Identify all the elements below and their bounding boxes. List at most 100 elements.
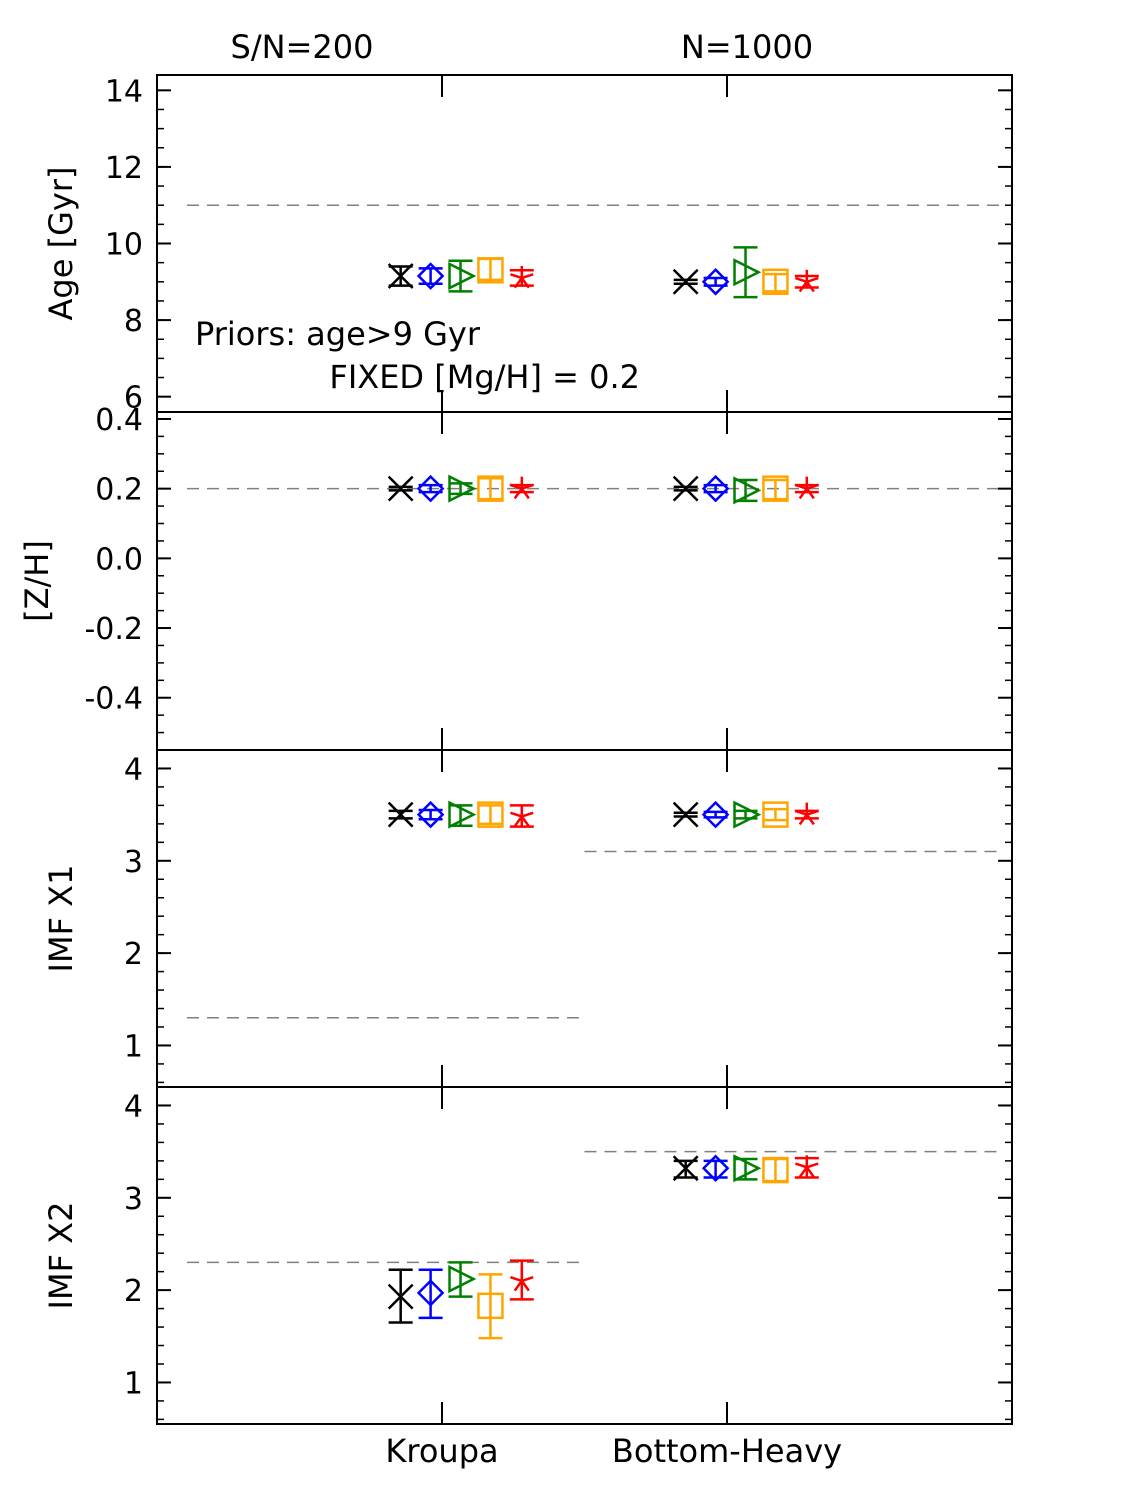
panel: -0.4 -0.2 0.0 0.2 0.4 [Z/H] <box>18 403 1013 751</box>
data-point <box>701 800 730 829</box>
y-tick-label: 2 <box>124 937 143 972</box>
data-point <box>509 804 534 828</box>
annotation-fixed-mgh: FIXED [Mg/H] = 0.2 <box>329 358 640 396</box>
marker-triangle <box>733 476 762 505</box>
y-tick-label: 4 <box>124 752 143 787</box>
y-tick-label: 12 <box>105 151 143 186</box>
marker-x-stroke <box>387 263 414 289</box>
y-tick-label: -0.2 <box>84 612 143 647</box>
y-tick-label: 4 <box>124 1089 143 1124</box>
marker-square <box>477 257 504 284</box>
marker-star-arm <box>806 483 819 490</box>
marker-diamond <box>416 800 445 829</box>
data-point <box>387 1268 414 1324</box>
marker-star-arm <box>805 813 815 826</box>
marker-star-arm <box>798 281 808 293</box>
marker-star-arm <box>805 1166 815 1178</box>
marker-triangle <box>448 800 477 829</box>
marker-star-arm <box>520 487 530 500</box>
marker-square <box>762 1156 789 1184</box>
title-right: N=1000 <box>681 28 813 66</box>
y-axis-label: Age [Gyr] <box>42 167 80 321</box>
marker-star-arm <box>805 487 815 500</box>
x-category-label: Bottom-Heavy <box>612 1432 842 1470</box>
data-point <box>672 801 699 828</box>
marker-star-arm <box>806 1162 819 1169</box>
marker-square <box>762 801 789 828</box>
y-tick-label: 2 <box>124 1274 143 1309</box>
data-point <box>701 1154 730 1183</box>
marker-star-arm <box>806 809 819 816</box>
data-point <box>733 476 762 505</box>
data-point <box>672 1155 699 1182</box>
data-point <box>448 800 477 829</box>
marker-star-arm <box>513 1280 523 1292</box>
marker-square <box>762 475 789 502</box>
marker-triangle <box>448 1265 477 1294</box>
marker-x-stroke <box>672 268 699 295</box>
data-point <box>416 474 445 503</box>
marker-diamond <box>416 262 445 290</box>
marker-x-stroke <box>387 1283 414 1310</box>
data-point <box>794 269 819 293</box>
marker-star-arm <box>795 1162 808 1169</box>
annotation-priors: Priors: age>9 Gyr <box>195 315 481 353</box>
data-point <box>794 476 819 500</box>
y-axis-label: IMF X1 <box>42 865 80 973</box>
data-point <box>416 1268 445 1320</box>
x-category-label: Kroupa <box>385 1432 498 1470</box>
marker-diamond <box>701 268 730 296</box>
data-point <box>672 268 699 295</box>
data-point <box>448 1261 477 1298</box>
marker-square <box>477 1292 504 1320</box>
marker-star-arm <box>510 483 523 490</box>
data-point <box>701 474 730 503</box>
marker-x-stroke <box>672 475 699 502</box>
data-point <box>416 262 445 290</box>
y-tick-label: 1 <box>124 1029 143 1064</box>
marker-x-stroke <box>387 801 414 828</box>
marker-star-arm <box>521 483 534 490</box>
data-point <box>794 802 819 826</box>
y-axis-label: [Z/H] <box>18 540 56 622</box>
data-point <box>794 1155 819 1179</box>
marker-diamond <box>701 1154 730 1183</box>
y-tick-label: 10 <box>105 228 143 263</box>
data-point <box>509 476 534 500</box>
marker-diamond <box>416 1279 445 1307</box>
marker-star-arm <box>513 487 523 500</box>
panel-frame <box>156 1086 1013 1425</box>
marker-square <box>762 268 789 296</box>
panel: 1 2 3 4 IMF X2 <box>42 1086 1013 1425</box>
data-point <box>733 800 762 829</box>
marker-star-arm <box>806 276 819 283</box>
marker-square <box>477 801 504 828</box>
data-point <box>477 475 504 502</box>
data-point <box>509 265 534 289</box>
y-tick-label: 0.2 <box>95 473 143 508</box>
y-tick-label: -0.4 <box>84 682 143 717</box>
data-point <box>477 1273 504 1340</box>
marker-star-arm <box>510 1275 523 1283</box>
marker-triangle <box>733 1154 762 1183</box>
data-point <box>477 801 504 828</box>
data-point <box>477 257 504 284</box>
marker-triangle <box>733 800 762 829</box>
marker-x-stroke <box>672 1155 699 1182</box>
y-tick-label: 3 <box>124 1182 143 1217</box>
marker-star-arm <box>520 277 530 289</box>
data-point <box>672 475 699 502</box>
marker-star-arm <box>513 277 523 289</box>
marker-diamond <box>416 474 445 503</box>
marker-x-stroke <box>387 475 414 502</box>
panel: 6 8 10 12 14 Age [Gyr] <box>42 74 1013 416</box>
data-point <box>416 800 445 829</box>
marker-star-arm <box>510 811 523 818</box>
y-tick-label: 0.0 <box>95 542 143 577</box>
data-point <box>733 1154 762 1183</box>
data-point <box>387 263 414 289</box>
panel: 1 2 3 4 IMF X1 <box>42 749 1013 1088</box>
data-point <box>448 259 477 293</box>
marker-x-stroke <box>672 801 699 828</box>
